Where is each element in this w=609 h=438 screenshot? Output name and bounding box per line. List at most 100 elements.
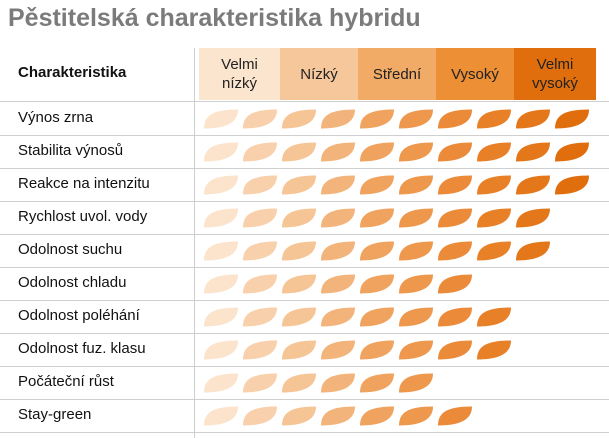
- leaf: [282, 241, 316, 261]
- row-line: [0, 399, 609, 400]
- level-header: Velmi vysoký: [514, 48, 596, 100]
- leaf: [360, 340, 394, 360]
- leaf: [360, 175, 394, 195]
- leaf: [516, 142, 550, 162]
- leaf: [282, 142, 316, 162]
- leaf: [282, 406, 316, 426]
- leaf: [360, 241, 394, 261]
- leaf: [477, 208, 511, 228]
- leaf: [438, 340, 472, 360]
- row-line: [0, 366, 609, 367]
- leaf: [282, 175, 316, 195]
- level-header: Nízký: [280, 48, 358, 100]
- leaf: [399, 208, 433, 228]
- leaf: [438, 241, 472, 261]
- leaf: [399, 307, 433, 327]
- leaf: [360, 274, 394, 294]
- leaf: [438, 274, 472, 294]
- leaf: [243, 109, 277, 129]
- row-label: Odolnost poléhání: [18, 306, 140, 324]
- leaf: [321, 208, 355, 228]
- leaf: [516, 109, 550, 129]
- level-header: Vysoký: [436, 48, 514, 100]
- leaf: [204, 175, 238, 195]
- leaf: [282, 109, 316, 129]
- leaf: [399, 406, 433, 426]
- leaf: [321, 175, 355, 195]
- leaf: [243, 307, 277, 327]
- level-header: Velmi nízký: [199, 48, 280, 100]
- leaf: [243, 406, 277, 426]
- row-line: [0, 101, 609, 102]
- leaf: [555, 142, 589, 162]
- leaf: [204, 274, 238, 294]
- row-line: [0, 432, 609, 433]
- leaf: [243, 208, 277, 228]
- leaf: [438, 109, 472, 129]
- row-line: [0, 300, 609, 301]
- row-label: Reakce na intenzitu: [18, 174, 150, 192]
- row-label: Rychlost uvol. vody: [18, 207, 148, 225]
- leaf: [321, 406, 355, 426]
- leaf: [282, 340, 316, 360]
- leaf: [555, 109, 589, 129]
- leaf: [321, 274, 355, 294]
- title: Pěstitelská charakteristika hybridu: [8, 4, 421, 32]
- leaf: [321, 109, 355, 129]
- level-header: Střední: [358, 48, 436, 100]
- leaf: [204, 208, 238, 228]
- leaf: [360, 208, 394, 228]
- leaf: [204, 406, 238, 426]
- leaf: [282, 208, 316, 228]
- leaf: [516, 241, 550, 261]
- leaf: [360, 406, 394, 426]
- leaf: [477, 109, 511, 129]
- leaf: [555, 175, 589, 195]
- leaf: [360, 142, 394, 162]
- leaf: [321, 340, 355, 360]
- leaf: [204, 373, 238, 393]
- leaf: [399, 373, 433, 393]
- leaf: [243, 340, 277, 360]
- row-line: [0, 168, 609, 169]
- row-line: [0, 234, 609, 235]
- column-header: Charakteristika: [18, 64, 127, 81]
- leaf: [438, 142, 472, 162]
- leaf: [360, 307, 394, 327]
- row-label: Stabilita výnosů: [18, 141, 124, 159]
- leaf: [399, 142, 433, 162]
- leaf: [438, 208, 472, 228]
- leaf: [321, 307, 355, 327]
- row-label: Počáteční růst: [18, 372, 114, 390]
- row-line: [0, 333, 609, 334]
- leaf: [399, 340, 433, 360]
- row-label: Odolnost suchu: [18, 240, 123, 258]
- leaf: [477, 241, 511, 261]
- leaf: [321, 142, 355, 162]
- leaf: [399, 109, 433, 129]
- leaf: [477, 340, 511, 360]
- leaf: [243, 142, 277, 162]
- leaf: [438, 406, 472, 426]
- leaf: [360, 373, 394, 393]
- row-label: Odolnost fuz. klasu: [18, 339, 146, 357]
- leaf: [516, 175, 550, 195]
- leaf: [282, 307, 316, 327]
- leaf: [204, 241, 238, 261]
- leaf: [243, 274, 277, 294]
- leaf: [399, 175, 433, 195]
- row-line: [0, 135, 609, 136]
- leaf: [438, 175, 472, 195]
- leaf: [321, 373, 355, 393]
- leaf: [204, 142, 238, 162]
- leaf: [282, 274, 316, 294]
- leaf: [360, 109, 394, 129]
- leaf: [399, 274, 433, 294]
- row-label: Výnos zrna: [18, 108, 94, 126]
- leaf: [204, 340, 238, 360]
- leaf: [243, 373, 277, 393]
- leaf: [477, 307, 511, 327]
- row-line: [0, 267, 609, 268]
